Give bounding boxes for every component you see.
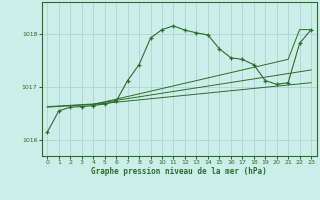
X-axis label: Graphe pression niveau de la mer (hPa): Graphe pression niveau de la mer (hPa) [91, 167, 267, 176]
